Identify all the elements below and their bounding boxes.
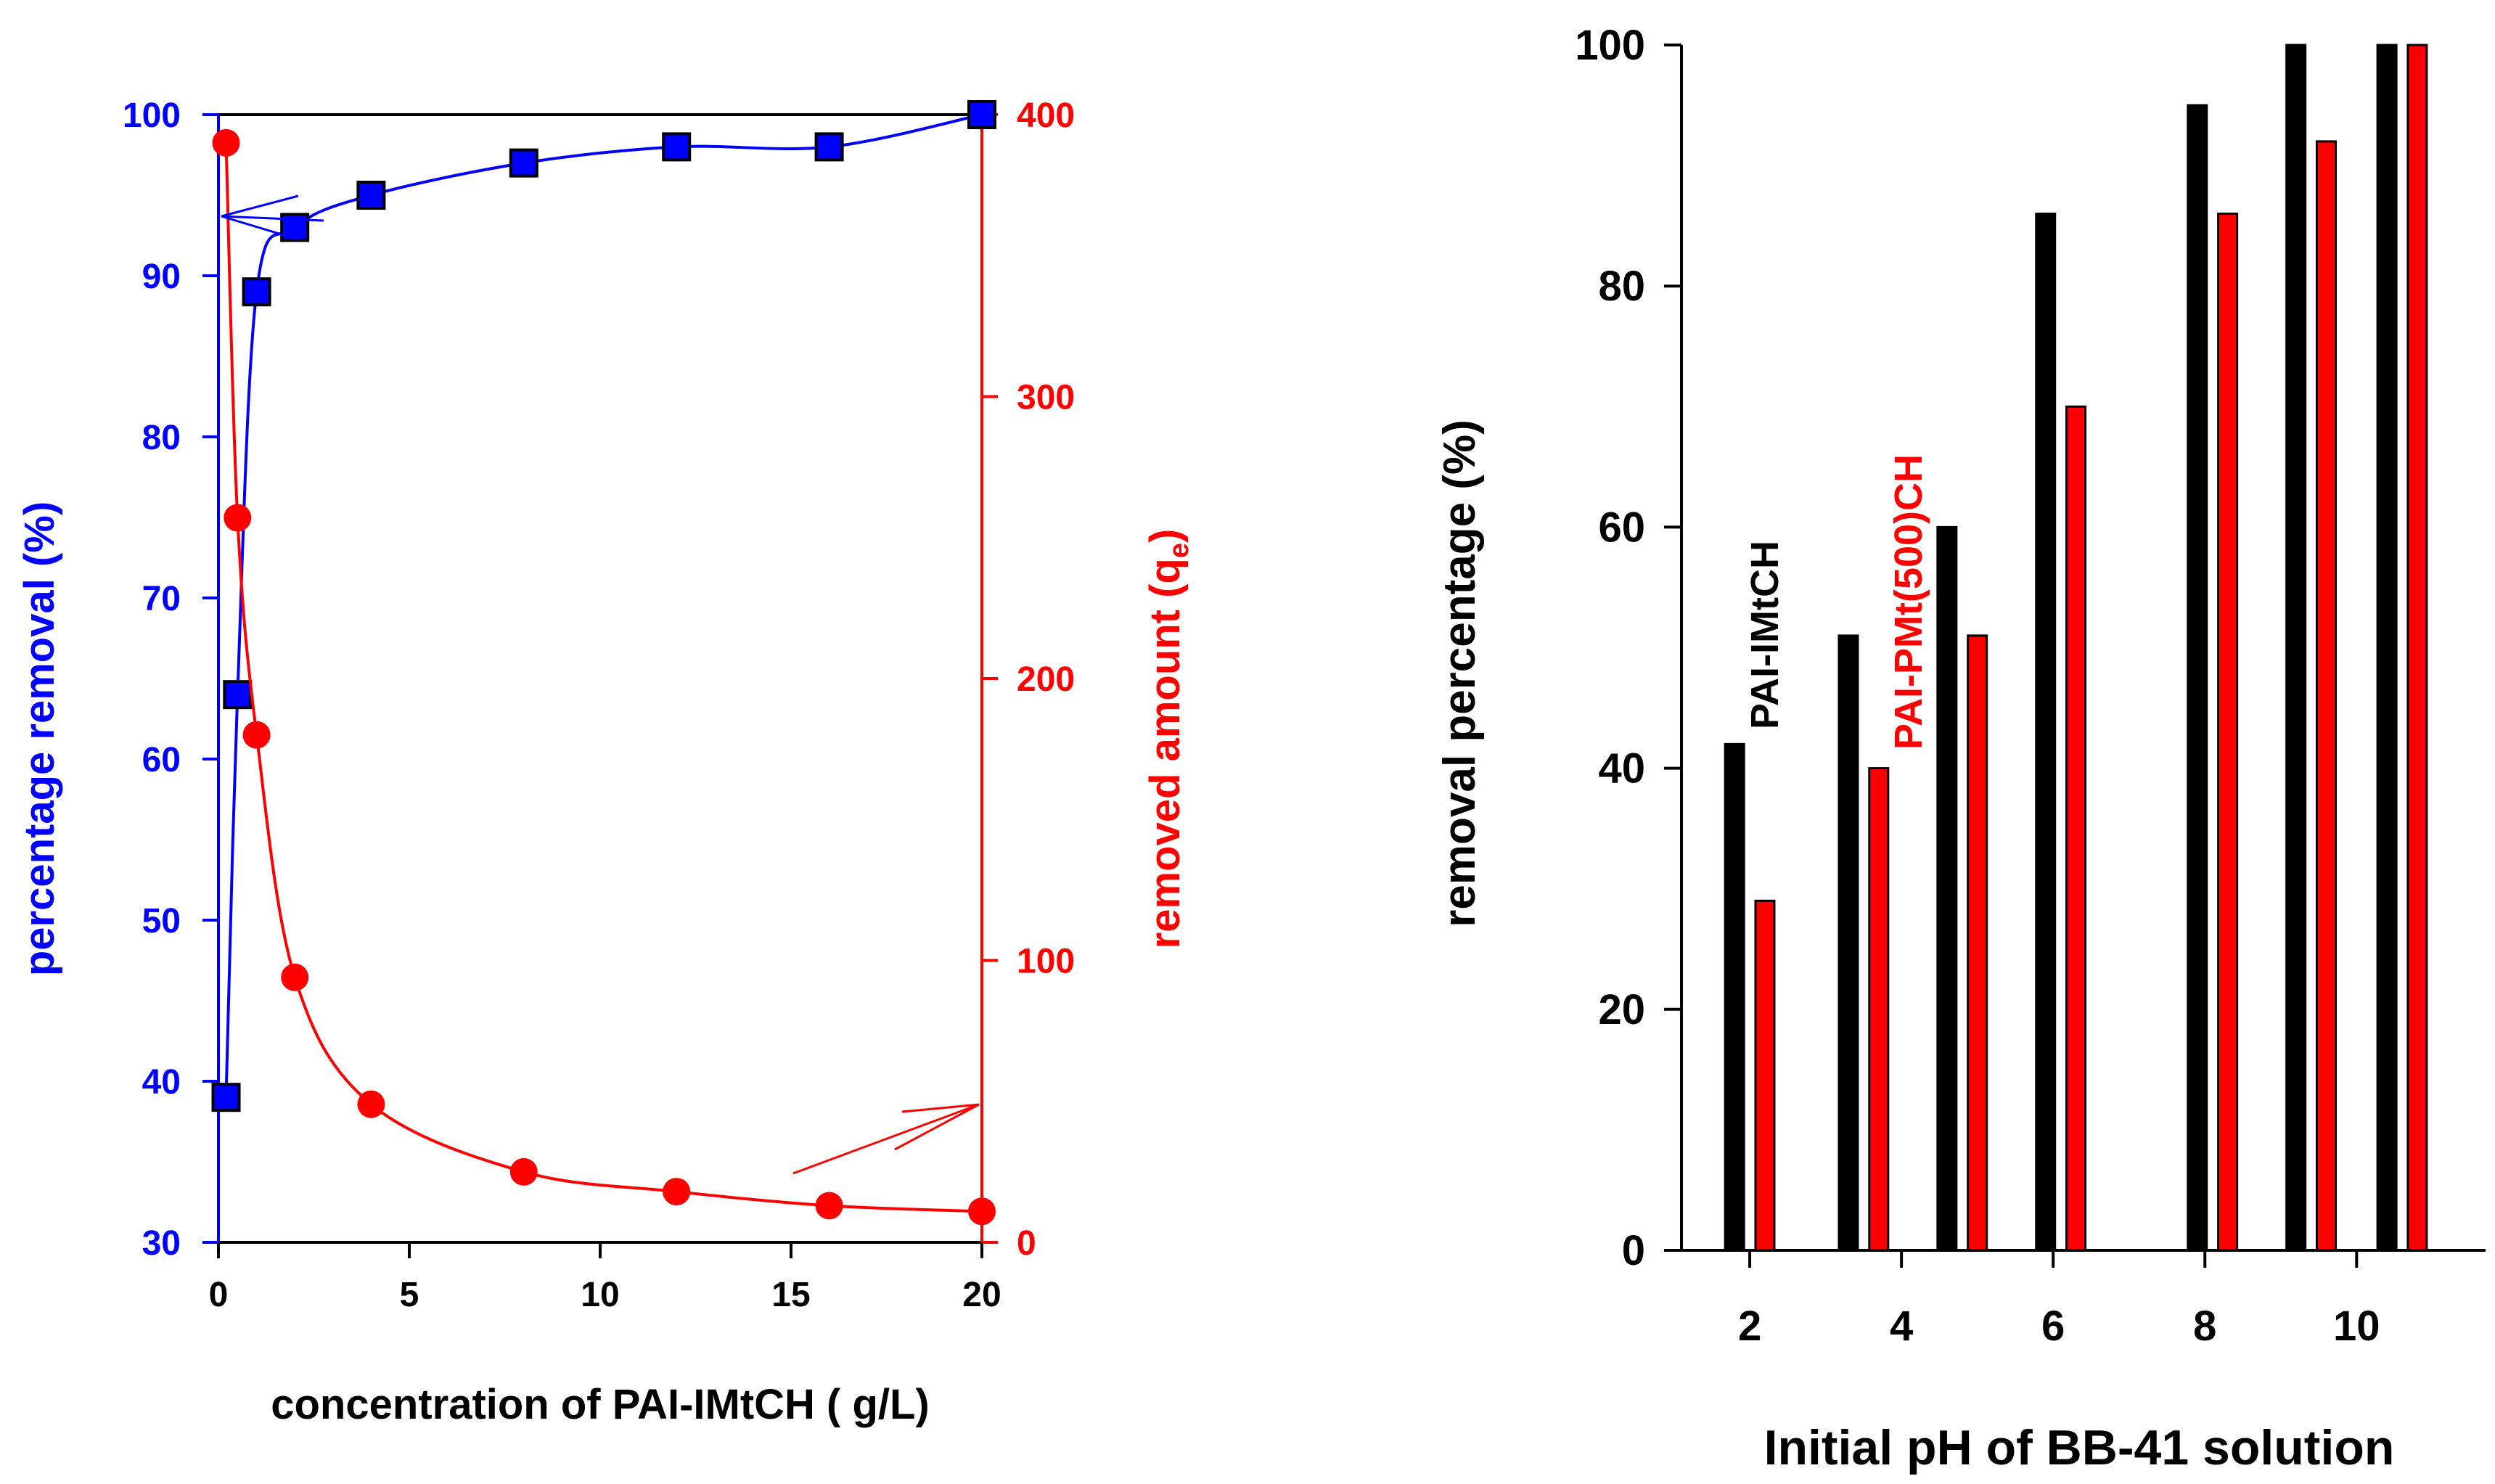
- left-chart-series-1-point: [814, 132, 844, 162]
- left-chart-series-1-line: [224, 113, 983, 1098]
- left-chart-y-tick-label: 100: [123, 97, 181, 135]
- left-chart-series-2-point: [663, 1178, 691, 1206]
- left-chart-x-tick-label: 20: [962, 1276, 1001, 1314]
- left-chart-y-tick-label: 60: [142, 741, 181, 779]
- left-chart-series-1-point: [356, 181, 386, 210]
- right-chart-bar-pai-imtch: [2035, 213, 2057, 1252]
- left-chart-series-2-point: [815, 1192, 843, 1220]
- left-chart-series-2-point: [968, 1197, 996, 1226]
- left-chart-x-tick-label: 0: [209, 1276, 229, 1314]
- right-chart-x-tick-label: 2: [1738, 1303, 1761, 1350]
- right-chart-x-tick-label: 6: [2041, 1303, 2065, 1350]
- right-chart-bar-pai-imtch: [1724, 742, 1745, 1252]
- left-chart-y2label-subscript: e: [1164, 543, 1195, 558]
- left-chart-series-1-point: [242, 277, 271, 307]
- left-chart-series-2-point: [224, 504, 252, 532]
- left-chart-x-tick-label: 10: [581, 1276, 619, 1314]
- left-chart-y-tick-label: 80: [142, 419, 181, 457]
- left-chart-y-tick-label: 30: [142, 1224, 181, 1263]
- left-chart-y2-tick-label: 100: [1017, 943, 1075, 981]
- right-chart-y-tick-label: 80: [1598, 263, 1645, 310]
- left-chart-y2-tick-label: 300: [1017, 379, 1075, 417]
- right-chart-bar-pai-pmt500ch: [1868, 767, 1890, 1252]
- left-chart-series-2-point: [509, 1157, 538, 1186]
- left-chart: 0 5 10 15 20 30 40 50 60 70 80 90 100 0 100 200 300 400: [123, 97, 1075, 1314]
- left-chart-series-1-point: [967, 100, 996, 129]
- right-chart-x-tick-label: 8: [2193, 1303, 2216, 1350]
- left-chart-xlabel: concentration of PAI-IMtCH ( g/L): [271, 1381, 930, 1428]
- left-chart-x-tick-label: 15: [771, 1276, 810, 1314]
- left-chart-series-2-point: [212, 128, 240, 157]
- right-chart-y-tick-label: 40: [1598, 745, 1645, 792]
- right-chart-y-tick-label: 0: [1622, 1227, 1645, 1274]
- legend-label-pai-imtch: PAI-IMtCH: [1743, 541, 1787, 729]
- right-chart: 0 20 40 60 80 100 2 4 6 8 10: [1575, 22, 2486, 1350]
- left-chart-y2label: removed amount (qe): [1142, 529, 1195, 949]
- left-chart-x-tick-label: 5: [400, 1276, 419, 1314]
- right-chart-bar-pai-imtch: [2285, 44, 2307, 1252]
- left-chart-series-2-point: [357, 1090, 385, 1118]
- right-axis-arrow: [792, 1103, 980, 1175]
- left-axis-arrow: [221, 194, 324, 241]
- left-chart-series-2-point: [242, 721, 271, 749]
- right-chart-bar-pai-pmt500ch: [1967, 634, 1988, 1252]
- left-chart-y-tick-label: 90: [142, 258, 181, 296]
- left-chart-y2-tick-label: 400: [1017, 97, 1075, 135]
- right-chart-bar-pai-imtch: [1838, 634, 1859, 1252]
- right-chart-bar-pai-imtch: [1936, 525, 1958, 1252]
- right-chart-x-tick-label: 10: [2333, 1303, 2380, 1350]
- left-chart-series-1-point: [509, 148, 538, 178]
- left-chart-y2-tick-label: 200: [1017, 660, 1075, 699]
- left-chart-ylabel: percentage removal (%): [16, 501, 63, 976]
- left-chart-y-tick-label: 40: [142, 1063, 181, 1102]
- left-chart-series-2-line: [224, 142, 983, 1213]
- right-chart-y-tick-label: 20: [1598, 986, 1645, 1033]
- right-chart-y-tick-label: 100: [1575, 22, 1645, 69]
- left-chart-y2label-close: ): [1142, 529, 1189, 543]
- right-chart-bar-pai-pmt500ch: [2315, 140, 2337, 1252]
- left-chart-series-2-point: [281, 963, 309, 991]
- right-chart-xlabel: Initial pH of BB-41 solution: [1764, 1420, 2395, 1475]
- left-chart-y-tick-label: 70: [142, 580, 181, 618]
- left-chart-series-1-point: [662, 132, 692, 162]
- left-chart-series-1-point: [223, 680, 253, 710]
- right-chart-bar-pai-imtch: [2187, 104, 2208, 1252]
- right-chart-y-tick-label: 60: [1598, 504, 1645, 551]
- left-chart-series-1-point: [211, 1083, 241, 1112]
- right-chart-bar-pai-imtch: [2376, 44, 2398, 1252]
- legend-label-pai-pmt500ch: PAI-PMt(500)CH: [1887, 454, 1930, 750]
- left-chart-y-tick-label: 50: [142, 902, 181, 940]
- right-chart-bar-pai-pmt500ch: [2217, 213, 2239, 1252]
- right-chart-bar-pai-pmt500ch: [2065, 405, 2087, 1252]
- right-chart-x-tick-label: 4: [1890, 1303, 1913, 1350]
- left-chart-y2label-main: removed amount (q: [1142, 558, 1189, 948]
- right-chart-bar-pai-pmt500ch: [2406, 44, 2428, 1252]
- left-chart-y2-tick-label: 0: [1017, 1224, 1036, 1263]
- right-chart-bar-pai-pmt500ch: [1754, 899, 1776, 1252]
- right-chart-ylabel: removal percentage (%): [1435, 419, 1485, 927]
